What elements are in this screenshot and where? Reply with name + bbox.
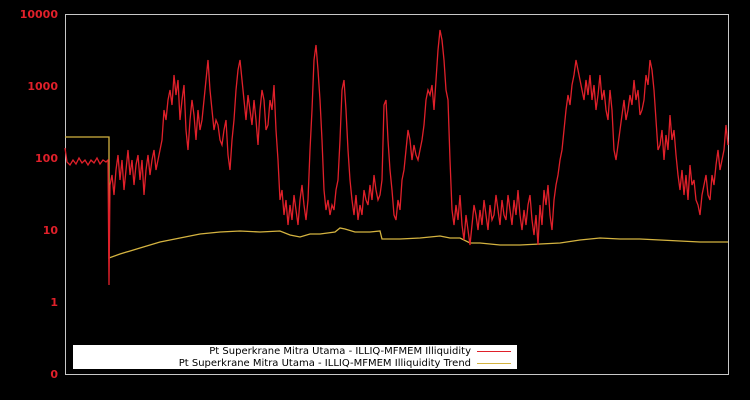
legend-swatch-red-line-icon [477,350,511,352]
legend-label-illiquidity-trend: Pt Superkrane Mitra Utama - ILLIQ-MFMEM … [178,357,471,369]
y-tick-1000: 1000 [27,80,58,93]
chart-legend: Pt Superkrane Mitra Utama - ILLIQ-MFMEM … [73,345,517,369]
trend-line [65,136,728,259]
y-tick-100: 100 [35,152,58,165]
y-tick-10: 10 [42,224,58,237]
legend-swatch-gold-line-icon [477,362,511,364]
series-layer [64,29,729,286]
illiquidity-line [64,29,729,286]
legend-item-illiquidity: Pt Superkrane Mitra Utama - ILLIQ-MFMEM … [209,345,517,357]
y-tick-1: 1 [50,296,58,309]
legend-label-illiquidity: Pt Superkrane Mitra Utama - ILLIQ-MFMEM … [209,345,471,357]
legend-item-illiquidity-trend: Pt Superkrane Mitra Utama - ILLIQ-MFMEM … [179,357,517,369]
y-tick-10000: 10000 [19,8,58,21]
plot-area-frame [65,14,729,375]
y-tick-0: 0 [50,368,58,381]
